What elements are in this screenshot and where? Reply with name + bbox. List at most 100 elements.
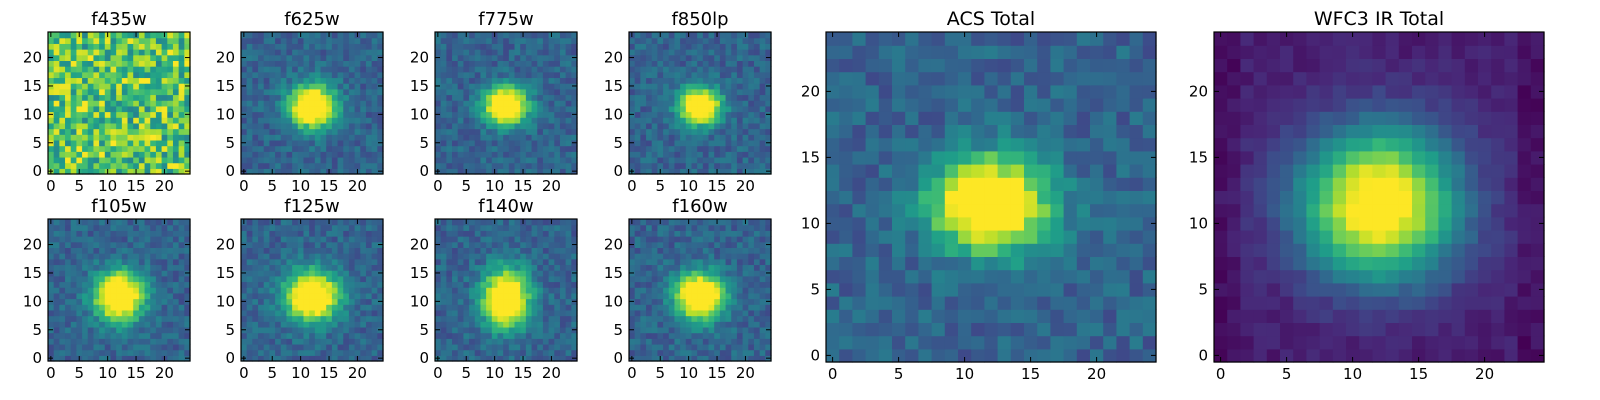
x-tick-label: 20 [542, 177, 561, 195]
heatmap-cell [646, 355, 653, 362]
heatmap-cell [99, 343, 106, 351]
heatmap-cell [520, 128, 527, 135]
heatmap-cell [93, 338, 100, 345]
heatmap-cell [93, 315, 100, 322]
heatmap-cell [82, 37, 89, 44]
heatmap-cell [326, 264, 333, 271]
heatmap-cell [144, 287, 151, 294]
heatmap-cell [127, 43, 134, 50]
heatmap-cell [371, 122, 378, 130]
heatmap-cell [463, 128, 470, 135]
heatmap-cell [320, 100, 327, 107]
heatmap-cell [565, 264, 572, 271]
heatmap-cell [280, 315, 288, 322]
heatmap-cell [474, 139, 482, 147]
heatmap-cell [48, 275, 55, 283]
heatmap-cell [326, 326, 333, 334]
heatmap-cell [674, 275, 681, 283]
heatmap-cell [314, 230, 322, 237]
heatmap-cell [292, 77, 299, 84]
heatmap-cell [331, 94, 339, 101]
heatmap-cell [571, 275, 578, 283]
heatmap-cell [640, 71, 647, 79]
heatmap-cell [685, 270, 693, 277]
heatmap-cell [486, 275, 493, 283]
heatmap-cell [685, 134, 693, 141]
heatmap-cell [48, 134, 55, 141]
heatmap-cell [331, 122, 339, 130]
heatmap-cell [685, 77, 693, 84]
y-tick-label: 10 [216, 105, 235, 123]
heatmap-cell [480, 162, 487, 169]
heatmap-cell [486, 287, 493, 294]
heatmap-cell [520, 349, 527, 356]
heatmap-cell [440, 94, 447, 101]
heatmap-cell [150, 71, 157, 79]
heatmap-cell [348, 338, 356, 345]
heatmap-cell [144, 117, 151, 124]
heatmap-cell [634, 281, 641, 288]
heatmap-cell [640, 88, 647, 96]
y-tick-label: 5 [32, 321, 42, 339]
heatmap-cell [531, 134, 538, 141]
heatmap-cell [269, 253, 276, 260]
heatmap-cell [161, 117, 168, 124]
heatmap-cell [360, 156, 367, 164]
heatmap-cell [144, 253, 151, 260]
heatmap-cell [542, 145, 550, 152]
heatmap-cell [435, 128, 442, 135]
heatmap-cell [663, 111, 670, 118]
heatmap-cell [640, 122, 647, 130]
heatmap-cell [178, 117, 185, 124]
heatmap-cell [520, 332, 527, 339]
heatmap-cell [554, 111, 561, 118]
heatmap-cell [127, 338, 134, 345]
heatmap-cell [127, 71, 134, 79]
heatmap-cell [275, 145, 282, 152]
heatmap-cell [53, 332, 60, 339]
heatmap-cell [736, 309, 744, 317]
heatmap-cell [668, 145, 676, 152]
heatmap-cell [104, 309, 112, 317]
heatmap-cell [520, 43, 527, 50]
heatmap-cell [377, 224, 384, 231]
heatmap-cell [348, 134, 356, 141]
heatmap-cell [161, 88, 168, 96]
heatmap-cell [184, 332, 191, 339]
heatmap-cell [343, 321, 350, 328]
heatmap-cell [241, 134, 248, 141]
heatmap-cell [640, 145, 647, 152]
heatmap-cell [463, 83, 470, 90]
heatmap-cell [736, 71, 744, 79]
heatmap-cell [320, 275, 327, 283]
heatmap-cell [155, 219, 163, 226]
heatmap-cell [634, 309, 641, 317]
heatmap-cell [663, 332, 670, 339]
heatmap-cell [440, 66, 447, 73]
heatmap-cell [377, 88, 384, 96]
heatmap-cell [326, 88, 333, 96]
heatmap-cell [525, 253, 533, 260]
x-tick-label: 5 [461, 364, 471, 382]
heatmap-cell [731, 304, 738, 311]
heatmap-cell [121, 139, 129, 147]
heatmap-cell [742, 292, 749, 300]
heatmap-cell [554, 37, 561, 44]
heatmap-cell [452, 145, 459, 152]
heatmap-cell [719, 37, 727, 44]
heatmap-cell [53, 230, 60, 237]
heatmap-cell [65, 321, 72, 328]
heatmap-cell [657, 287, 664, 294]
heatmap-cell [571, 162, 578, 169]
heatmap-cell [155, 77, 163, 84]
heatmap-cell [326, 71, 333, 79]
heatmap-cell [178, 230, 185, 237]
heatmap-cell [725, 309, 732, 317]
heatmap-cell [514, 275, 521, 283]
heatmap-cell [469, 117, 476, 124]
heatmap-cell [343, 355, 350, 362]
heatmap-cell [463, 287, 470, 294]
y-tick-label: 5 [225, 321, 235, 339]
heatmap-cell [674, 43, 681, 50]
heatmap-cell [70, 94, 77, 101]
